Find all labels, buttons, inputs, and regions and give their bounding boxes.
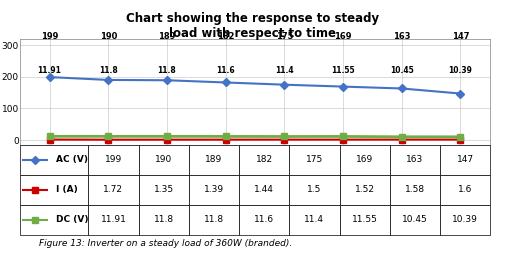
FancyBboxPatch shape	[189, 145, 239, 175]
Text: 1.44: 1.44	[254, 185, 274, 194]
FancyBboxPatch shape	[88, 205, 138, 235]
Text: 175: 175	[276, 32, 293, 41]
Text: DC (V): DC (V)	[56, 215, 88, 224]
Text: 11.4: 11.4	[275, 66, 294, 75]
Text: 11.8: 11.8	[99, 66, 118, 75]
FancyBboxPatch shape	[138, 205, 189, 235]
Text: 11.91: 11.91	[100, 215, 126, 224]
Text: 1.72: 1.72	[104, 185, 123, 194]
Text: 10.45: 10.45	[402, 215, 428, 224]
FancyBboxPatch shape	[138, 145, 189, 175]
FancyBboxPatch shape	[390, 205, 440, 235]
FancyBboxPatch shape	[289, 145, 339, 175]
FancyBboxPatch shape	[440, 205, 490, 235]
Text: 199: 199	[41, 32, 58, 41]
FancyBboxPatch shape	[239, 205, 289, 235]
Text: 11.6: 11.6	[216, 66, 235, 75]
FancyBboxPatch shape	[239, 175, 289, 205]
Text: Chart showing the response to steady
load with respect to time: Chart showing the response to steady loa…	[126, 12, 379, 40]
Text: 1.35: 1.35	[154, 185, 174, 194]
Text: 147: 147	[452, 32, 469, 41]
Text: 1.58: 1.58	[405, 185, 425, 194]
FancyBboxPatch shape	[339, 175, 390, 205]
Text: 1.6: 1.6	[458, 185, 472, 194]
Text: 11.8: 11.8	[154, 215, 174, 224]
Text: 11.6: 11.6	[254, 215, 274, 224]
Text: 163: 163	[407, 155, 424, 164]
Text: 189: 189	[206, 155, 223, 164]
FancyBboxPatch shape	[88, 175, 138, 205]
Text: AC (V): AC (V)	[56, 155, 87, 164]
Text: 10.39: 10.39	[452, 215, 478, 224]
Text: I (A): I (A)	[56, 185, 77, 194]
FancyBboxPatch shape	[189, 175, 239, 205]
Text: 182: 182	[256, 155, 273, 164]
FancyBboxPatch shape	[20, 205, 88, 235]
Text: 11.55: 11.55	[352, 215, 378, 224]
Text: 1.5: 1.5	[307, 185, 322, 194]
Text: 169: 169	[334, 32, 352, 41]
Text: 11.8: 11.8	[158, 66, 176, 75]
Text: 10.39: 10.39	[448, 66, 473, 75]
Text: 163: 163	[393, 32, 411, 41]
FancyBboxPatch shape	[339, 145, 390, 175]
FancyBboxPatch shape	[390, 175, 440, 205]
Text: 11.8: 11.8	[204, 215, 224, 224]
Text: 175: 175	[306, 155, 323, 164]
FancyBboxPatch shape	[20, 175, 88, 205]
Text: 199: 199	[105, 155, 122, 164]
FancyBboxPatch shape	[390, 145, 440, 175]
FancyBboxPatch shape	[289, 175, 339, 205]
FancyBboxPatch shape	[239, 145, 289, 175]
Text: 11.4: 11.4	[305, 215, 324, 224]
FancyBboxPatch shape	[440, 175, 490, 205]
Text: 11.55: 11.55	[331, 66, 355, 75]
Text: 1.52: 1.52	[355, 185, 375, 194]
FancyBboxPatch shape	[189, 205, 239, 235]
Text: 182: 182	[217, 32, 234, 41]
Text: 11.91: 11.91	[37, 66, 62, 75]
FancyBboxPatch shape	[289, 205, 339, 235]
Text: 189: 189	[158, 32, 176, 41]
FancyBboxPatch shape	[20, 145, 88, 175]
Text: 190: 190	[155, 155, 172, 164]
FancyBboxPatch shape	[138, 175, 189, 205]
Text: 1.39: 1.39	[204, 185, 224, 194]
Text: 10.45: 10.45	[390, 66, 414, 75]
Text: Figure 13: Inverter on a steady load of 360W (branded).: Figure 13: Inverter on a steady load of …	[39, 239, 292, 248]
Text: 169: 169	[356, 155, 373, 164]
FancyBboxPatch shape	[440, 145, 490, 175]
FancyBboxPatch shape	[339, 205, 390, 235]
Text: 147: 147	[457, 155, 474, 164]
Text: 190: 190	[99, 32, 117, 41]
FancyBboxPatch shape	[88, 145, 138, 175]
